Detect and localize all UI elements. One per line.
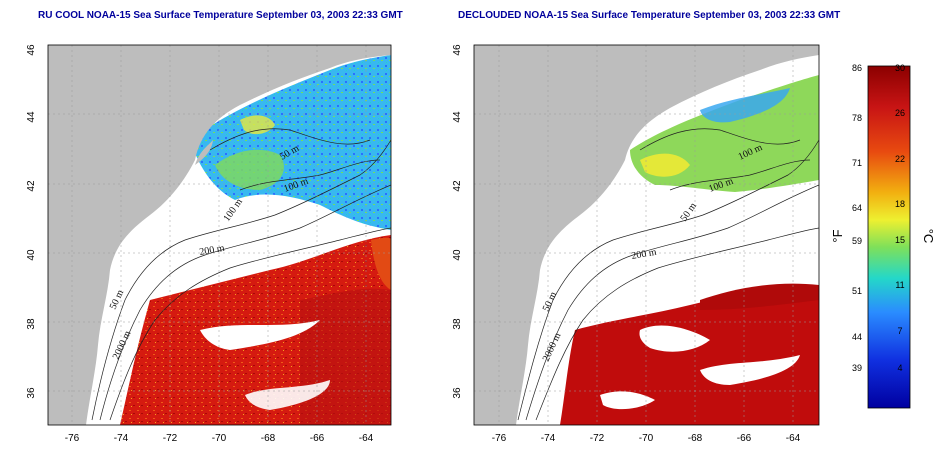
celsius-tick: 18 <box>895 199 905 209</box>
left-map-frame <box>47 44 392 426</box>
left-y-axis: 46 44 42 40 38 36 <box>26 44 37 399</box>
right-contour-line <box>639 128 801 151</box>
left-x-axis: -76 -74 -72 -70 -68 -66 -64 <box>65 433 374 444</box>
left-map-title: RU COOL NOAA-15 Sea Surface Temperature … <box>38 10 403 21</box>
right-map <box>474 45 819 425</box>
right-warm-sst-north <box>700 283 819 310</box>
fahrenheit-tick: 39 <box>852 363 862 373</box>
right-y-tick: 44 <box>452 111 463 123</box>
right-x-tick: -64 <box>786 433 801 444</box>
right-y-tick: 38 <box>452 318 463 330</box>
fahrenheit-tick: 71 <box>852 158 862 168</box>
left-grid <box>48 45 391 425</box>
left-green-patch <box>215 149 284 190</box>
left-y-tick: 38 <box>26 318 37 330</box>
right-map-frame <box>473 44 820 426</box>
left-x-tick: -70 <box>212 433 227 444</box>
fahrenheit-tick: 64 <box>852 203 862 213</box>
right-contour-line <box>525 184 819 421</box>
celsius-unit-label: °C <box>921 229 936 244</box>
right-y-tick: 36 <box>452 387 463 399</box>
left-x-tick: -74 <box>114 433 129 444</box>
right-x-tick: -76 <box>492 433 507 444</box>
right-data-gap <box>700 355 800 385</box>
fahrenheit-tick: 86 <box>852 63 862 73</box>
celsius-tick: 26 <box>895 108 905 118</box>
fahrenheit-unit-label: °F <box>830 229 845 242</box>
right-y-tick: 40 <box>452 249 463 261</box>
right-grid <box>474 45 819 425</box>
celsius-tick: 15 <box>895 235 905 245</box>
right-y-axis: 46 44 42 40 38 36 <box>452 44 463 399</box>
fahrenheit-tick: 59 <box>852 236 862 246</box>
left-contour-line <box>91 139 391 421</box>
left-y-tick: 40 <box>26 249 37 261</box>
left-y-tick: 44 <box>26 111 37 123</box>
left-contour-label: 200 m <box>199 243 226 258</box>
right-contour-line <box>535 227 819 421</box>
right-yellow-sst <box>640 153 690 177</box>
left-x-tick: -72 <box>163 433 178 444</box>
right-data-gap <box>639 325 710 352</box>
celsius-tick: 11 <box>895 280 904 290</box>
left-cloud-streak <box>200 320 320 350</box>
left-contour-line <box>209 128 371 151</box>
right-x-tick: -68 <box>688 433 703 444</box>
right-blue-sst <box>700 88 790 123</box>
right-contour-line <box>517 139 819 421</box>
left-contour-line <box>99 184 391 421</box>
right-y-tick: 46 <box>452 44 463 56</box>
right-land <box>474 45 819 425</box>
right-map-title: DECLOUDED NOAA-15 Sea Surface Temperatur… <box>458 10 841 21</box>
left-map <box>48 45 391 425</box>
left-y-tick: 46 <box>26 44 37 56</box>
left-cloud-streak <box>245 380 330 410</box>
left-warm-inshore <box>371 237 391 290</box>
left-x-tick: -66 <box>310 433 325 444</box>
left-x-tick: -76 <box>65 433 80 444</box>
fahrenheit-tick: 44 <box>852 332 862 342</box>
right-x-tick: -66 <box>737 433 752 444</box>
right-x-tick: -72 <box>590 433 605 444</box>
left-contour-line <box>109 227 391 421</box>
left-x-tick: -68 <box>261 433 276 444</box>
right-x-tick: -74 <box>541 433 556 444</box>
colorbar-gradient <box>867 65 911 409</box>
celsius-tick: 7 <box>897 326 902 336</box>
celsius-tick: 22 <box>895 154 905 164</box>
right-y-tick: 42 <box>452 180 463 192</box>
left-x-tick: -64 <box>359 433 374 444</box>
colorbar: 86 78 71 64 59 51 44 39 30 26 22 18 15 1… <box>830 63 936 409</box>
fahrenheit-tick: 78 <box>852 113 862 123</box>
celsius-tick: 30 <box>895 63 905 73</box>
left-cape-cod <box>195 140 213 165</box>
fahrenheit-tick: 51 <box>852 286 862 296</box>
left-y-tick: 36 <box>26 387 37 399</box>
left-y-tick: 42 <box>26 180 37 192</box>
right-x-axis: -76 -74 -72 -70 -68 -66 -64 <box>492 433 801 444</box>
left-warm-sst-east <box>300 288 391 425</box>
right-x-tick: -70 <box>639 433 654 444</box>
celsius-tick: 4 <box>897 363 902 373</box>
right-contour-label: 200 m <box>631 247 658 262</box>
right-data-gap <box>600 391 655 410</box>
left-land <box>48 45 391 425</box>
left-yellow-patch <box>240 115 275 135</box>
left-contour-line <box>239 159 381 191</box>
